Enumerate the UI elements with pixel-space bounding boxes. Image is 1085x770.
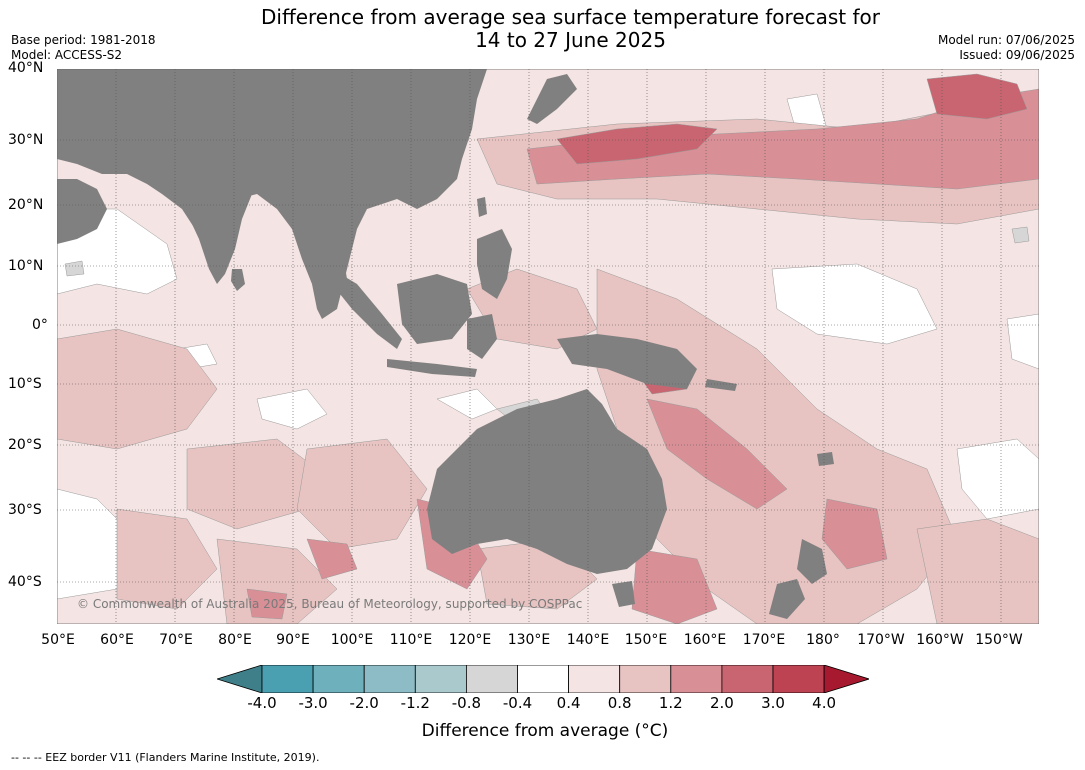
metadata-right: Model run: 07/06/2025 Issued: 09/06/2025 — [938, 33, 1075, 63]
copyright-text: © Commonwealth of Australia 2025, Bureau… — [77, 597, 582, 611]
colorbar-label: Difference from average (°C) — [330, 721, 760, 741]
colorbar-segment — [569, 665, 620, 693]
colorbar-segment — [364, 665, 415, 693]
lon-label-150e: 150°E — [616, 632, 676, 648]
lon-label-150w: 150°W — [969, 632, 1029, 648]
colorbar-tick-label: -2.0 — [339, 694, 389, 712]
colorbar-segment — [722, 665, 773, 693]
lon-label-110e: 110°E — [381, 632, 441, 648]
lon-label-60e: 60°E — [87, 632, 147, 648]
lat-label-20s: 20°S — [8, 437, 48, 453]
lat-label-10n: 10°N — [8, 258, 48, 274]
colorbar-segment — [466, 665, 517, 693]
colorbar-tick-label: -1.2 — [390, 694, 440, 712]
lon-label-80e: 80°E — [205, 632, 265, 648]
metadata-left: Base period: 1981-2018 Model: ACCESS-S2 — [11, 33, 156, 63]
colorbar-tick-label: 0.8 — [595, 694, 645, 712]
colorbar-tick-label: -0.8 — [441, 694, 491, 712]
colorbar-tick-label: -0.4 — [493, 694, 543, 712]
lon-label-130e: 130°E — [499, 632, 559, 648]
colorbar-segment — [313, 665, 364, 693]
colorbar-segment — [518, 665, 569, 693]
lon-label-120e: 120°E — [440, 632, 500, 648]
lat-label-30s: 30°S — [8, 502, 48, 518]
lat-label-40s: 40°S — [8, 574, 48, 590]
colorbar-arrow-max — [824, 665, 869, 693]
lon-label-100e: 100°E — [322, 632, 382, 648]
eez-footnote: -- -- -- EEZ border V11 (Flanders Marine… — [11, 751, 319, 764]
colorbar-tick-label: 2.0 — [697, 694, 747, 712]
colorbar — [217, 665, 869, 693]
base-period: Base period: 1981-2018 — [11, 33, 156, 48]
colorbar-tick-label: -3.0 — [288, 694, 338, 712]
colorbar-tick-label: -4.0 — [237, 694, 287, 712]
lat-label-40n: 40°N — [8, 60, 48, 76]
sst-anomaly-map — [57, 69, 1039, 624]
lon-label-70e: 70°E — [146, 632, 206, 648]
model-run-date: Model run: 07/06/2025 — [938, 33, 1075, 48]
colorbar-tick-label: 1.2 — [646, 694, 696, 712]
colorbar-segment — [671, 665, 722, 693]
fiji — [817, 452, 834, 466]
map-title-line-2: 14 to 27 June 2025 — [0, 28, 1085, 52]
colorbar-segment — [773, 665, 824, 693]
lon-label-90e: 90°E — [263, 632, 323, 648]
lon-label-140e: 140°E — [558, 632, 618, 648]
lat-label-10s: 10°S — [8, 376, 48, 392]
lon-label-170e: 170°E — [734, 632, 794, 648]
lon-label-160w: 160°W — [910, 632, 970, 648]
colorbar-tick-label: 0.4 — [544, 694, 594, 712]
lon-label-50e: 50°E — [28, 632, 88, 648]
colorbar-segments — [217, 665, 869, 693]
lon-label-170w: 170°W — [851, 632, 911, 648]
colorbar-tick-label: 4.0 — [799, 694, 849, 712]
colorbar-segment — [262, 665, 313, 693]
issued-date: Issued: 09/06/2025 — [938, 48, 1075, 63]
lon-label-180: 180° — [793, 632, 853, 648]
lon-label-160e: 160°E — [675, 632, 735, 648]
colorbar-tick-label: 3.0 — [748, 694, 798, 712]
lat-label-20n: 20°N — [8, 197, 48, 213]
colorbar-segment — [415, 665, 466, 693]
lat-label-30n: 30°N — [8, 132, 48, 148]
map-title-line-1: Difference from average sea surface temp… — [0, 5, 1085, 29]
colorbar-segment — [620, 665, 671, 693]
colorbar-arrow-min — [217, 665, 262, 693]
